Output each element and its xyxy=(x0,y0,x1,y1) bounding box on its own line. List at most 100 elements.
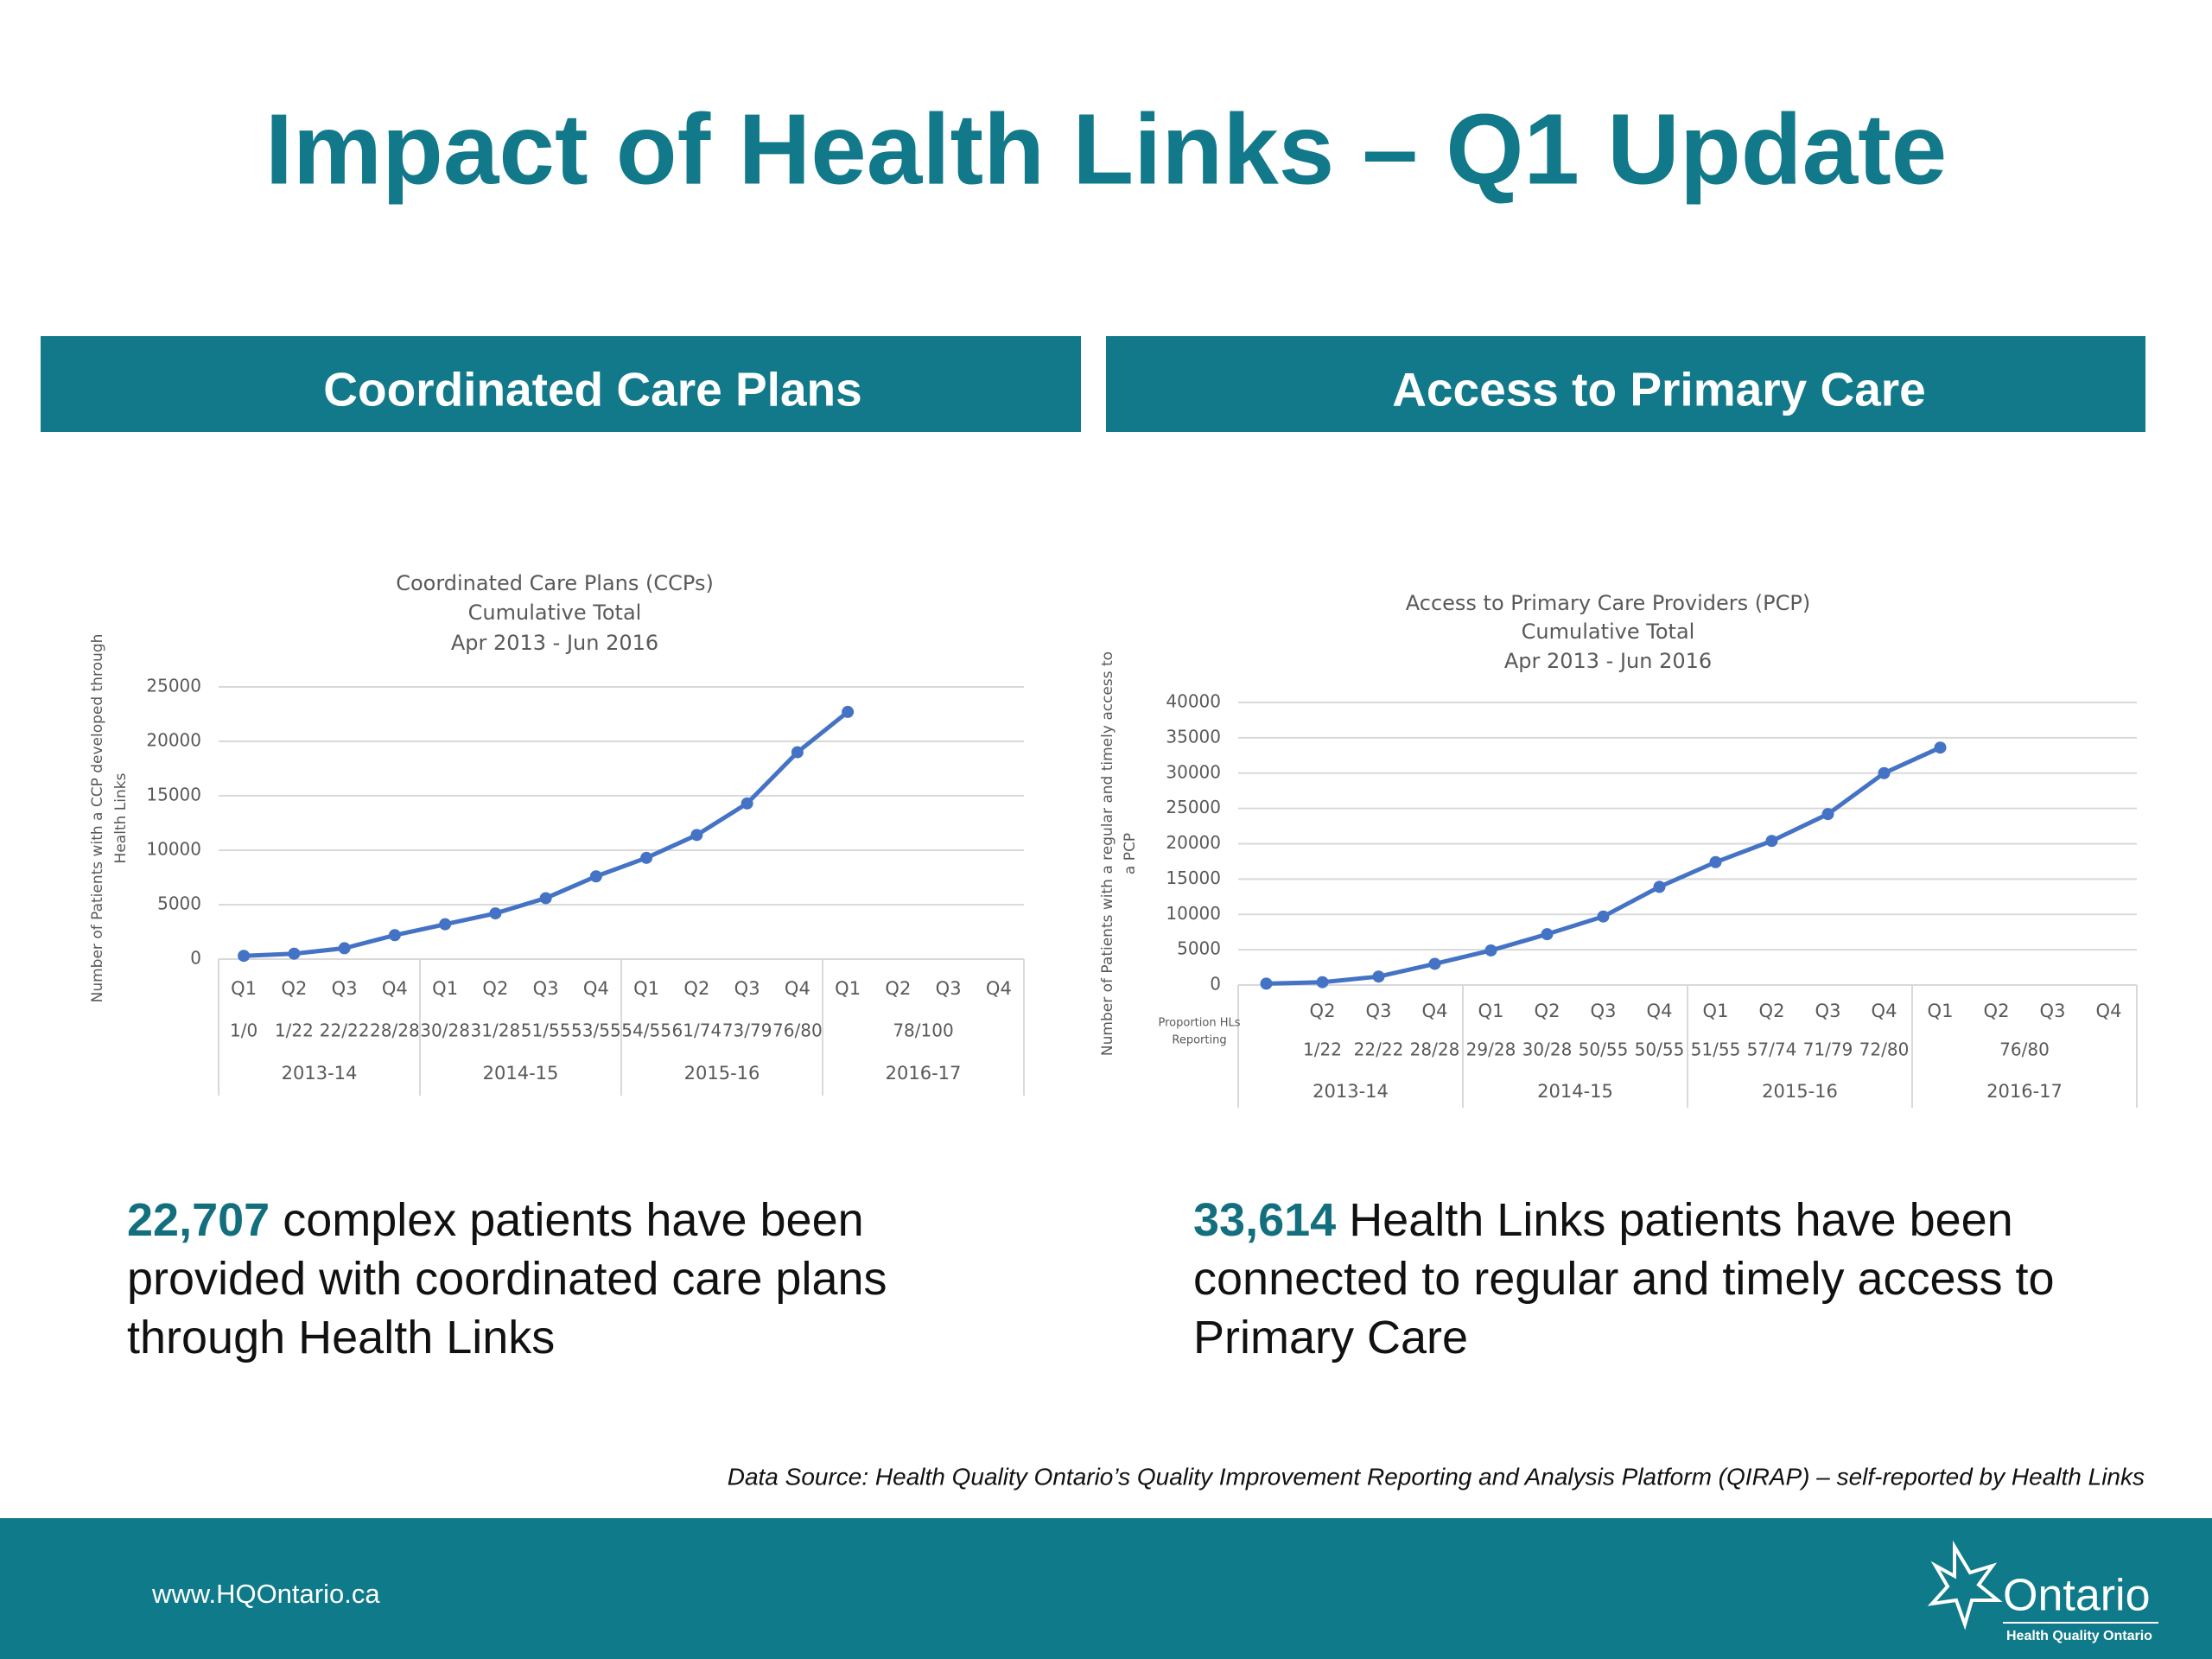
x-tick-label: Q1 xyxy=(835,978,861,999)
logo-subtitle: Health Quality Ontario xyxy=(2006,1629,2152,1643)
panel-header-bg xyxy=(41,336,1081,432)
data-point xyxy=(1653,880,1666,893)
x-tick-label: Q4 xyxy=(986,978,1012,999)
proportion-label: 1/22 xyxy=(275,1020,314,1041)
x-tick-label: Q1 xyxy=(633,978,659,999)
proportion-label: 51/55 xyxy=(1691,1039,1741,1060)
data-point xyxy=(1821,808,1834,821)
x-tick-label: Q4 xyxy=(785,978,810,999)
logo-name: Ontario xyxy=(2003,1571,2151,1621)
x-tick-label: Q3 xyxy=(1366,1001,1392,1021)
data-point xyxy=(439,918,452,931)
summary-left: 22,707 complex patients have been provid… xyxy=(127,1191,1008,1367)
y-tick-label: 25000 xyxy=(146,676,201,696)
proportion-label: 76/80 xyxy=(1999,1039,2050,1060)
data-point xyxy=(690,829,703,842)
proportion-label: 22/22 xyxy=(320,1020,370,1041)
x-tick-label: Q3 xyxy=(533,978,559,999)
panel-header: Access to Primary Care xyxy=(1392,363,1926,416)
data-point xyxy=(589,870,602,883)
proportion-label: 29/28 xyxy=(1466,1039,1516,1060)
x-tick-label: Q4 xyxy=(583,978,609,999)
x-tick-label: Q3 xyxy=(936,978,962,999)
chart-title: Cumulative Total xyxy=(468,601,642,625)
proportion-row-label: Reporting xyxy=(1172,1034,1226,1047)
proportion-label: 51/55 xyxy=(521,1020,571,1041)
y-tick-label: 10000 xyxy=(146,839,201,860)
proportion-label: 73/79 xyxy=(722,1020,772,1041)
group-label: 2014-15 xyxy=(1537,1081,1613,1102)
group-label: 2014-15 xyxy=(483,1063,559,1084)
group-label: 2016-17 xyxy=(886,1063,962,1084)
data-point xyxy=(1597,910,1610,923)
x-tick-label: Q1 xyxy=(432,978,458,999)
data-point xyxy=(288,947,301,960)
data-point xyxy=(539,892,552,905)
proportion-label: 31/28 xyxy=(471,1020,521,1041)
proportion-row-label: Proportion HLs xyxy=(1159,1017,1241,1030)
x-tick-label: Q2 xyxy=(683,978,709,999)
footer-url: www.HQOntario.ca xyxy=(151,1579,380,1609)
x-tick-label: Q2 xyxy=(1310,1001,1336,1021)
x-tick-label: Q1 xyxy=(1703,1001,1729,1021)
data-point xyxy=(1765,835,1778,848)
y-axis-label: a PCP xyxy=(1122,833,1139,874)
x-tick-label: Q3 xyxy=(1815,1001,1841,1021)
x-tick-label: Q4 xyxy=(2096,1001,2122,1021)
data-point xyxy=(1372,970,1385,983)
data-point xyxy=(1878,766,1891,779)
x-tick-label: Q3 xyxy=(2040,1001,2066,1021)
data-line xyxy=(244,709,849,958)
summary-text: complex patients have been provided with… xyxy=(127,1194,887,1363)
logo-trillium xyxy=(1927,1540,2003,1630)
proportion-label: 30/28 xyxy=(1522,1039,1573,1060)
footnote: Data Source: Health Quality Ontario’s Qu… xyxy=(728,1463,2145,1490)
data-point xyxy=(1316,976,1329,988)
proportion-label: 28/28 xyxy=(1410,1039,1460,1060)
data-point xyxy=(842,705,855,718)
x-tick-label: Q4 xyxy=(1422,1001,1448,1021)
data-point xyxy=(1541,928,1554,941)
group-label: 2013-14 xyxy=(282,1063,358,1084)
slide-title: Impact of Health Links – Q1 Update xyxy=(265,93,1948,206)
y-tick-label: 25000 xyxy=(1166,797,1221,817)
group-label: 2015-16 xyxy=(1762,1081,1838,1102)
x-tick-label: Q1 xyxy=(1928,1001,1954,1021)
x-tick-label: Q2 xyxy=(1535,1001,1560,1021)
y-tick-label: 20000 xyxy=(146,730,201,751)
panel-header-bg xyxy=(1106,336,2145,432)
y-tick-label: 0 xyxy=(190,948,201,969)
proportion-label: 50/55 xyxy=(1635,1039,1685,1060)
data-point xyxy=(640,851,653,864)
proportion-label: 78/100 xyxy=(893,1020,953,1041)
group-label: 2013-14 xyxy=(1313,1081,1389,1102)
chart-title: Coordinated Care Plans (CCPs) xyxy=(396,571,714,595)
group-label: 2016-17 xyxy=(1986,1081,2063,1102)
chart-title: Apr 2013 - Jun 2016 xyxy=(1504,649,1712,673)
y-tick-label: 15000 xyxy=(146,785,201,805)
chart-title: Apr 2013 - Jun 2016 xyxy=(451,631,658,655)
x-tick-label: Q2 xyxy=(482,978,508,999)
summary-text: Health Links patients have been connecte… xyxy=(1193,1194,2055,1363)
data-point xyxy=(338,942,351,955)
data-point xyxy=(489,907,502,920)
y-tick-label: 20000 xyxy=(1166,832,1221,853)
proportion-label: 61/74 xyxy=(672,1020,722,1041)
proportion-label: 50/55 xyxy=(1579,1039,1629,1060)
y-tick-label: 35000 xyxy=(1166,726,1221,747)
y-axis-label: Number of Patients with a regular and ti… xyxy=(1099,652,1116,1056)
x-tick-label: Q3 xyxy=(1591,1001,1617,1021)
proportion-label: 1/0 xyxy=(230,1020,257,1041)
data-point xyxy=(1934,741,1947,754)
proportion-label: 54/55 xyxy=(621,1020,671,1041)
proportion-label: 22/22 xyxy=(1354,1039,1404,1060)
x-tick-label: Q2 xyxy=(1984,1001,2010,1021)
data-point xyxy=(1484,944,1497,957)
y-axis-label: Number of Patients with a CCP developed … xyxy=(89,634,106,1003)
data-point xyxy=(741,797,753,810)
x-tick-label: Q2 xyxy=(885,978,911,999)
x-tick-label: Q1 xyxy=(231,978,257,999)
x-tick-label: Q2 xyxy=(281,978,307,999)
summary-number: 33,614 xyxy=(1193,1194,1337,1246)
